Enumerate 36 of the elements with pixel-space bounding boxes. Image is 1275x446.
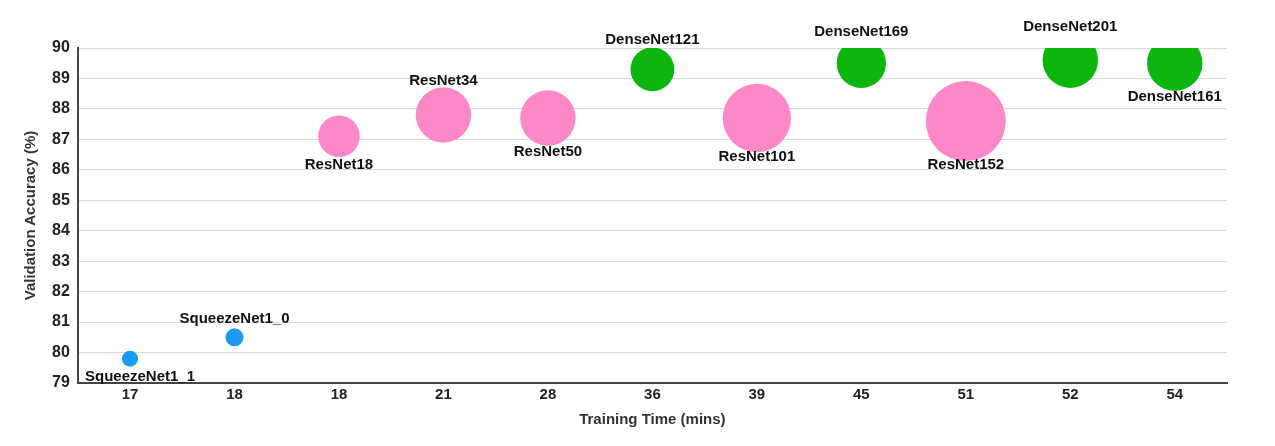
- y-tick-label: 88: [52, 99, 70, 117]
- annotation: ResNet152: [927, 154, 1005, 172]
- x-axis-title: Training Time (mins): [579, 410, 726, 428]
- y-tick-label: 90: [52, 38, 70, 56]
- text: DenseNet201: [1023, 16, 1118, 34]
- annotation: SqueezeNet1_1: [85, 366, 196, 384]
- x-tick-label: 36: [644, 385, 661, 403]
- annotation: SqueezeNet1_0: [179, 308, 290, 326]
- x-tick-label: 18: [226, 385, 243, 403]
- annotation: DenseNet161: [1127, 87, 1222, 105]
- x-tick-label: 51: [957, 385, 975, 403]
- y-tick-label: 86: [52, 160, 70, 178]
- x-tick-label: 45: [853, 385, 870, 403]
- annotation: ResNet18: [304, 154, 374, 172]
- text: DenseNet169: [814, 22, 909, 40]
- x-tick-label: 21: [435, 385, 452, 403]
- y-tick-label: 81: [52, 312, 70, 330]
- y-tick-label: 80: [52, 342, 70, 360]
- text: DenseNet121: [605, 30, 700, 48]
- x-tick-label: 28: [539, 385, 557, 403]
- x-tick-label: 18: [330, 385, 348, 403]
- x-tick-label: 39: [748, 385, 766, 403]
- annotation: ResNet50: [513, 141, 583, 159]
- x-tick-label: 54: [1166, 385, 1184, 403]
- y-tick-label: 83: [52, 251, 70, 269]
- x-tick-label: 52: [1061, 385, 1079, 403]
- y-tick-label: 85: [52, 190, 70, 208]
- y-tick-label: 87: [52, 129, 70, 147]
- annotation: ResNet34: [409, 71, 479, 89]
- y-tick-label: 82: [52, 282, 70, 300]
- x-tick-label: 17: [121, 385, 139, 403]
- y-tick-label: 79: [52, 373, 70, 391]
- y-tick-label: 84: [52, 221, 70, 239]
- y-axis-title: Validation Accuracy (%): [21, 130, 39, 301]
- annotation: ResNet101: [718, 147, 796, 165]
- y-tick-label: 89: [52, 68, 70, 86]
